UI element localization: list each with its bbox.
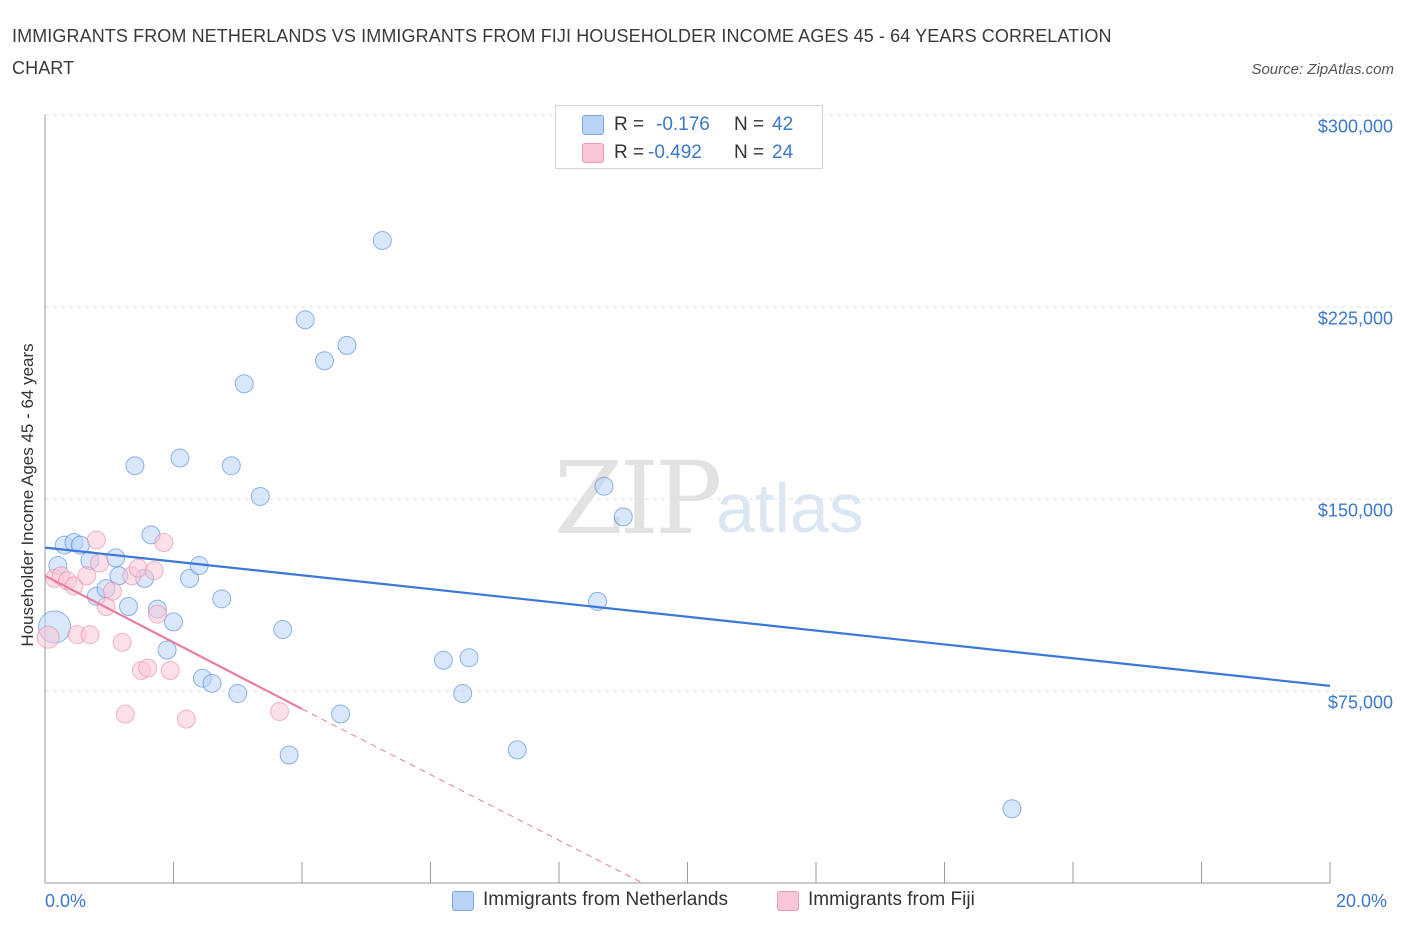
fiji-point xyxy=(147,604,167,624)
legend-n-label: N = xyxy=(734,142,765,163)
netherlands-point xyxy=(1002,799,1022,819)
fiji-point xyxy=(77,566,97,586)
netherlands-point xyxy=(170,448,190,468)
netherlands-point xyxy=(613,507,633,527)
fiji-point xyxy=(160,661,180,681)
legend-swatch-fiji xyxy=(582,143,604,163)
chart-title: IMMIGRANTS FROM NETHERLANDS VS IMMIGRANT… xyxy=(12,26,1112,78)
fiji-point xyxy=(36,625,60,649)
source-label: Source: ZipAtlas.com xyxy=(1251,61,1394,78)
netherlands-point xyxy=(106,548,126,568)
legend-r-label: R = xyxy=(614,114,645,135)
legend-r-value: -0.492 xyxy=(648,142,702,163)
legend-swatch-netherlands xyxy=(582,115,604,135)
legend-n-label: N = xyxy=(734,114,765,135)
netherlands-point xyxy=(164,612,183,632)
netherlands-point xyxy=(337,335,357,355)
legend-n-value: 42 xyxy=(772,114,794,135)
legend-swatch-fiji xyxy=(777,891,799,911)
x-tick-label-max: 20.0% xyxy=(1336,891,1388,911)
netherlands-point xyxy=(295,310,315,330)
netherlands-point xyxy=(119,597,139,617)
legend-r-label: R = xyxy=(614,142,645,163)
fiji-point xyxy=(138,658,158,678)
netherlands-point xyxy=(202,673,222,693)
legend-r-value: -0.176 xyxy=(656,114,710,135)
fiji-point xyxy=(176,709,196,729)
watermark-atlas: atlas xyxy=(716,469,864,547)
correlation-legend: R = -0.176 N = 42 R = -0.492 N = 24 xyxy=(555,105,823,169)
netherlands-point xyxy=(507,740,527,760)
legend-label-fiji: Immigrants from Fiji xyxy=(808,889,975,910)
fiji-point xyxy=(144,561,164,581)
fiji-point xyxy=(112,632,132,652)
netherlands-point xyxy=(279,745,299,765)
netherlands-point xyxy=(314,351,334,371)
fiji-point xyxy=(154,533,174,553)
netherlands-trend-line xyxy=(44,546,1331,687)
legend-label-netherlands: Immigrants from Netherlands xyxy=(483,889,728,910)
fiji-trend-line xyxy=(44,574,303,710)
fiji-point xyxy=(128,558,148,578)
legend-row-netherlands: R = -0.176 N = 42 xyxy=(556,110,822,138)
y-tick-label: $150,000 xyxy=(1317,500,1393,521)
x-tick-label-min: 0.0% xyxy=(45,891,87,911)
netherlands-point xyxy=(459,648,479,668)
netherlands-point xyxy=(228,684,248,704)
netherlands-point xyxy=(180,568,200,588)
netherlands-point xyxy=(234,374,254,394)
legend-row-fiji: R = -0.492 N = 24 xyxy=(556,138,822,166)
netherlands-point xyxy=(453,684,473,704)
netherlands-point xyxy=(372,230,392,250)
fiji-point xyxy=(270,701,290,721)
netherlands-point xyxy=(221,456,241,476)
netherlands-point xyxy=(594,476,614,496)
y-tick-label: $75,000 xyxy=(1327,692,1393,713)
legend-swatch-netherlands xyxy=(452,891,474,911)
fiji-point xyxy=(86,530,106,550)
fiji-trend-extension xyxy=(301,708,643,884)
y-tick-label: $225,000 xyxy=(1317,308,1393,329)
netherlands-point xyxy=(212,589,232,609)
y-axis-label: Householder Income Ages 45 - 64 years xyxy=(18,343,37,647)
fiji-point xyxy=(102,581,122,601)
y-tick-label: $300,000 xyxy=(1317,116,1393,137)
legend-n-value: 24 xyxy=(772,142,794,163)
netherlands-point xyxy=(125,456,145,476)
netherlands-point xyxy=(273,620,293,640)
netherlands-point xyxy=(250,486,270,506)
fiji-point xyxy=(80,625,100,645)
netherlands-point xyxy=(433,650,453,670)
fiji-point xyxy=(90,553,110,573)
fiji-point xyxy=(115,704,135,724)
netherlands-point xyxy=(157,640,177,660)
netherlands-point xyxy=(331,704,351,724)
